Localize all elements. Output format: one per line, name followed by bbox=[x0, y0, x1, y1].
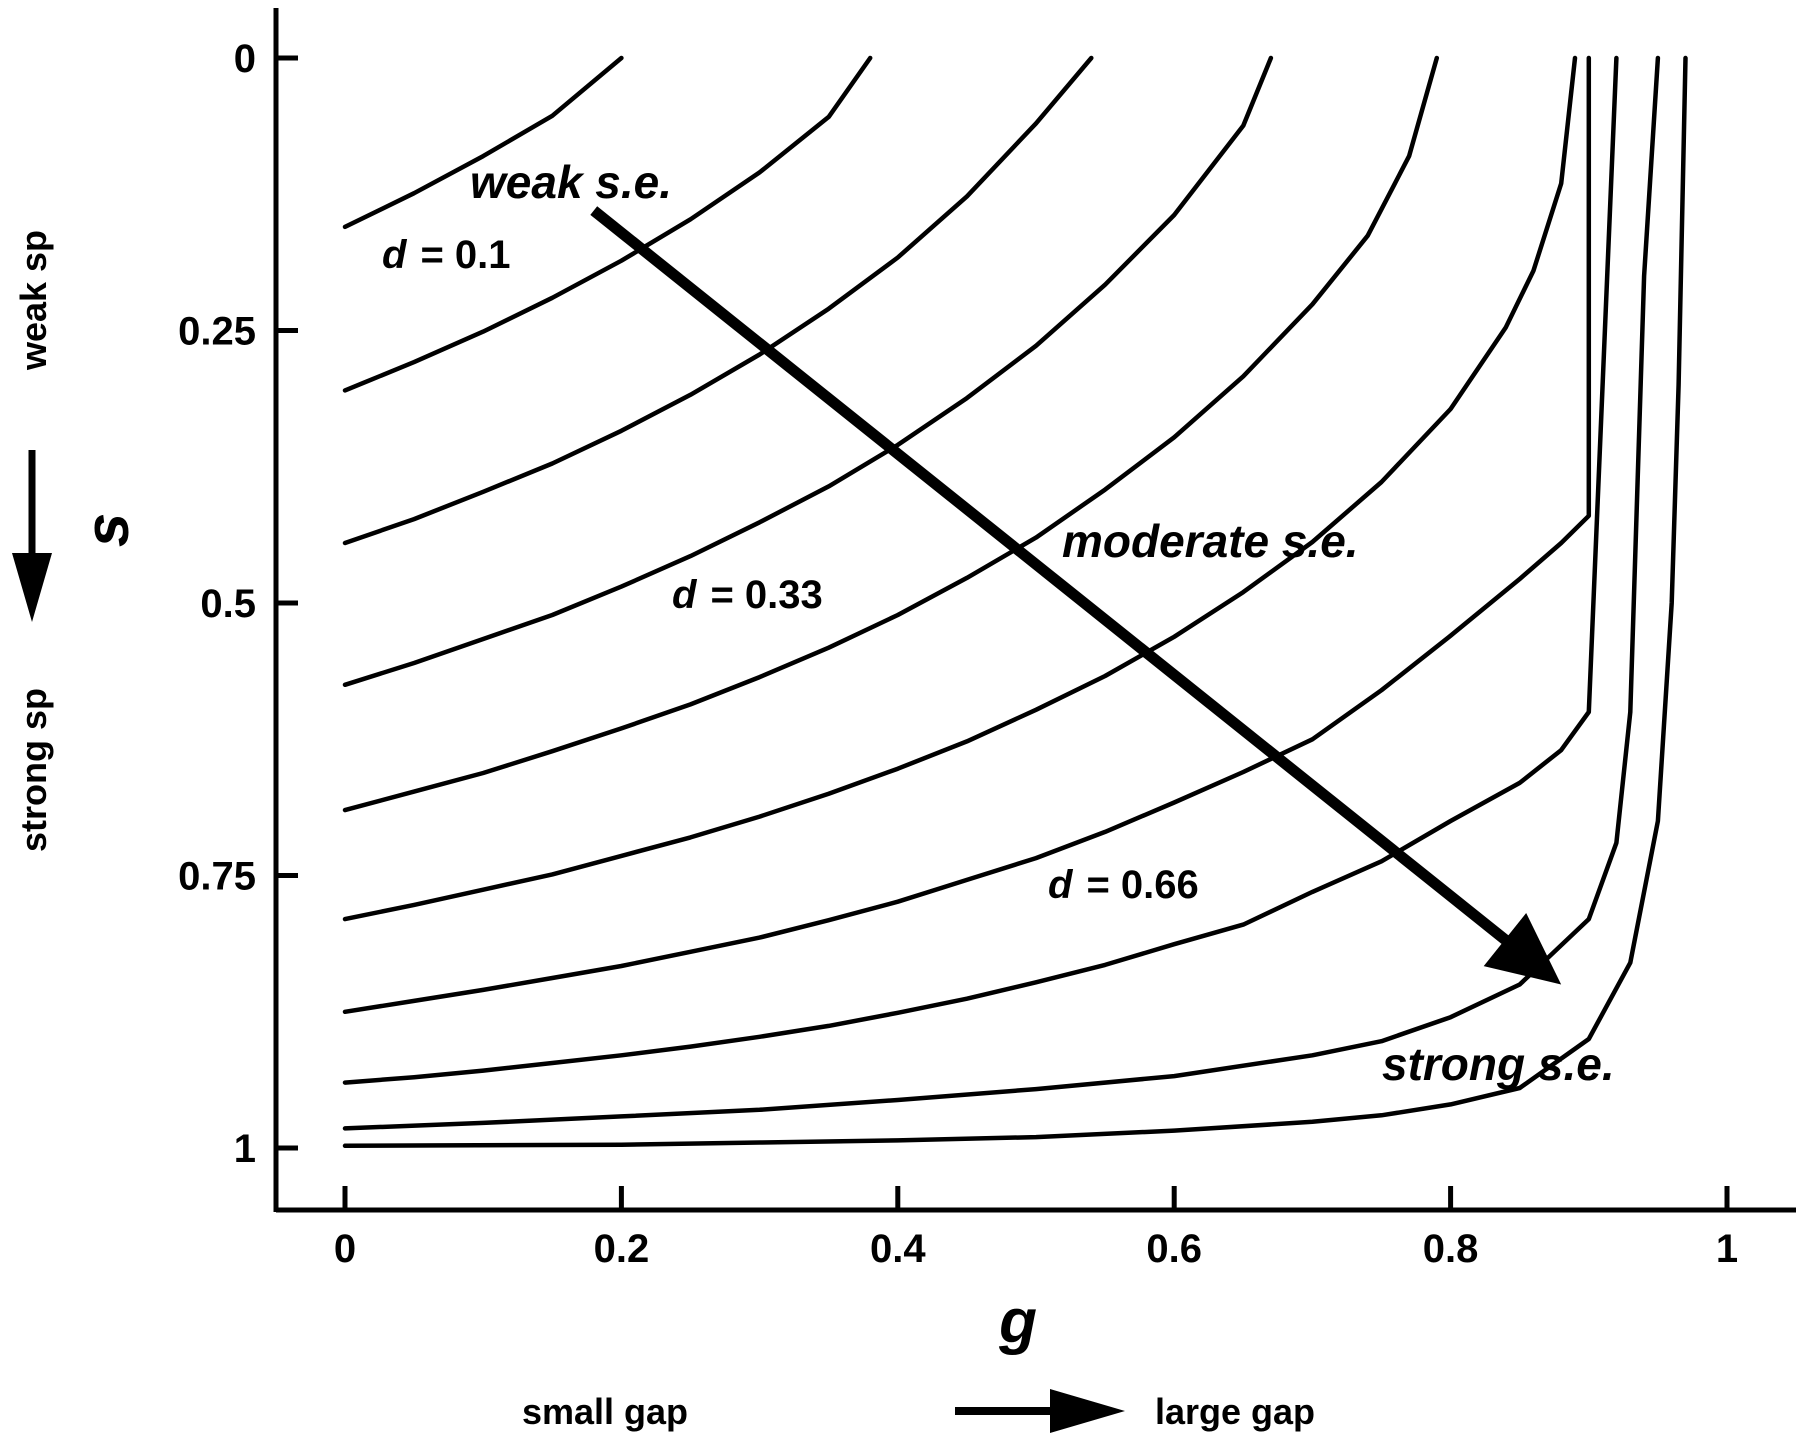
curve-3 bbox=[342, 55, 1094, 546]
d-label-0.1: d = 0.1 bbox=[382, 233, 511, 277]
y-axis-title: s bbox=[73, 513, 142, 547]
y-hint-arrow-head bbox=[12, 553, 52, 622]
x-hint-right: large gap bbox=[1155, 1391, 1315, 1432]
axes bbox=[273, 8, 1796, 1213]
y-tick-label: 0 bbox=[234, 37, 256, 81]
y-tick-label: 1 bbox=[234, 1127, 256, 1171]
y-ticks: 0 0.25 0.5 0.75 1 bbox=[178, 37, 298, 1171]
big-arrow bbox=[590, 206, 1562, 985]
annotation-weak: weak s.e. bbox=[470, 156, 672, 208]
x-hint-left: small gap bbox=[522, 1391, 688, 1432]
y-hint-bottom: strong sp bbox=[13, 688, 54, 852]
x-tick-label: 0.8 bbox=[1423, 1227, 1479, 1271]
curve-10 bbox=[342, 55, 1688, 1149]
curve-9 bbox=[342, 55, 1661, 1131]
x-direction-hint: small gap large gap bbox=[522, 1389, 1315, 1433]
x-hint-arrow-head bbox=[1050, 1389, 1125, 1433]
x-tick-label: 0.2 bbox=[594, 1227, 650, 1271]
x-tick-label: 0 bbox=[334, 1227, 356, 1271]
curves-layer bbox=[342, 55, 1688, 1149]
d-label-0.66: d = 0.66 bbox=[1048, 863, 1199, 907]
d-label-0.33: d = 0.33 bbox=[672, 573, 823, 617]
curve-2 bbox=[342, 55, 873, 393]
annotation-strong: strong s.e. bbox=[1382, 1038, 1615, 1090]
x-tick-label: 1 bbox=[1716, 1227, 1738, 1271]
y-direction-hint: weak sp strong sp bbox=[12, 230, 54, 852]
y-tick-label: 0.25 bbox=[178, 310, 256, 354]
curve-1 bbox=[342, 55, 624, 230]
annotation-moderate: moderate s.e. bbox=[1062, 515, 1359, 567]
y-hint-top: weak sp bbox=[13, 230, 54, 371]
x-tick-label: 0.4 bbox=[870, 1227, 926, 1271]
curve-5 bbox=[342, 55, 1440, 813]
x-axis-title: g bbox=[998, 1287, 1037, 1356]
curve-4 bbox=[342, 55, 1274, 688]
curve-6 bbox=[342, 55, 1578, 922]
big-arrow-head bbox=[1483, 912, 1562, 985]
x-ticks: 0 0.2 0.4 0.6 0.8 1 bbox=[334, 1186, 1738, 1271]
y-tick-label: 0.75 bbox=[178, 855, 256, 899]
big-arrow-shaft bbox=[590, 206, 1512, 947]
x-tick-label: 0.6 bbox=[1146, 1227, 1202, 1271]
curve-8 bbox=[342, 55, 1619, 1085]
curve-7 bbox=[342, 55, 1592, 1015]
y-tick-label: 0.5 bbox=[200, 582, 256, 626]
